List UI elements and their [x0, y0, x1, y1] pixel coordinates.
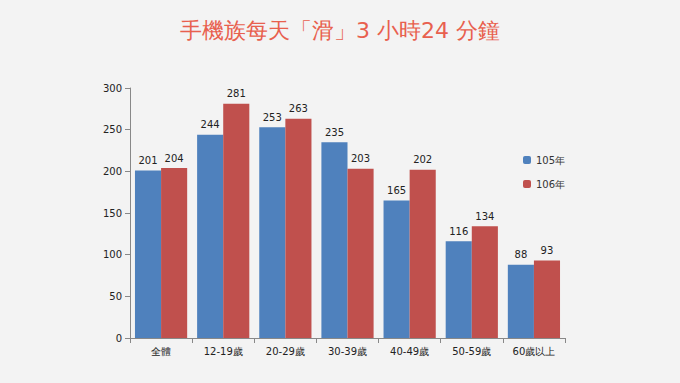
svg-text:253: 253: [263, 112, 282, 123]
svg-text:204: 204: [165, 153, 184, 164]
svg-text:100: 100: [103, 249, 122, 260]
svg-text:202: 202: [413, 154, 432, 165]
svg-text:全體: 全體: [151, 346, 171, 357]
svg-text:263: 263: [289, 103, 308, 114]
svg-text:106年: 106年: [536, 179, 565, 190]
svg-text:235: 235: [325, 127, 344, 138]
svg-text:12-19歲: 12-19歲: [204, 346, 243, 357]
svg-text:30-39歲: 30-39歲: [328, 346, 367, 357]
svg-text:60歲以上: 60歲以上: [513, 346, 556, 357]
svg-text:165: 165: [387, 185, 406, 196]
svg-text:50-59歲: 50-59歲: [452, 346, 491, 357]
svg-text:105年: 105年: [536, 155, 565, 166]
svg-text:203: 203: [351, 153, 370, 164]
svg-text:244: 244: [201, 119, 220, 130]
svg-text:93: 93: [541, 245, 554, 256]
svg-text:手機族每天「滑」3 小時24 分鐘: 手機族每天「滑」3 小時24 分鐘: [180, 18, 500, 43]
svg-text:20-29歲: 20-29歲: [266, 346, 305, 357]
svg-text:0: 0: [116, 333, 122, 344]
svg-text:250: 250: [103, 124, 122, 135]
svg-text:201: 201: [138, 155, 157, 166]
svg-text:300: 300: [103, 83, 122, 94]
svg-text:281: 281: [227, 88, 246, 99]
svg-text:50: 50: [109, 291, 122, 302]
svg-text:116: 116: [449, 226, 468, 237]
svg-text:150: 150: [103, 208, 122, 219]
svg-text:40-49歲: 40-49歲: [390, 346, 429, 357]
svg-text:134: 134: [475, 211, 494, 222]
svg-text:88: 88: [515, 249, 528, 260]
svg-text:200: 200: [103, 166, 122, 177]
